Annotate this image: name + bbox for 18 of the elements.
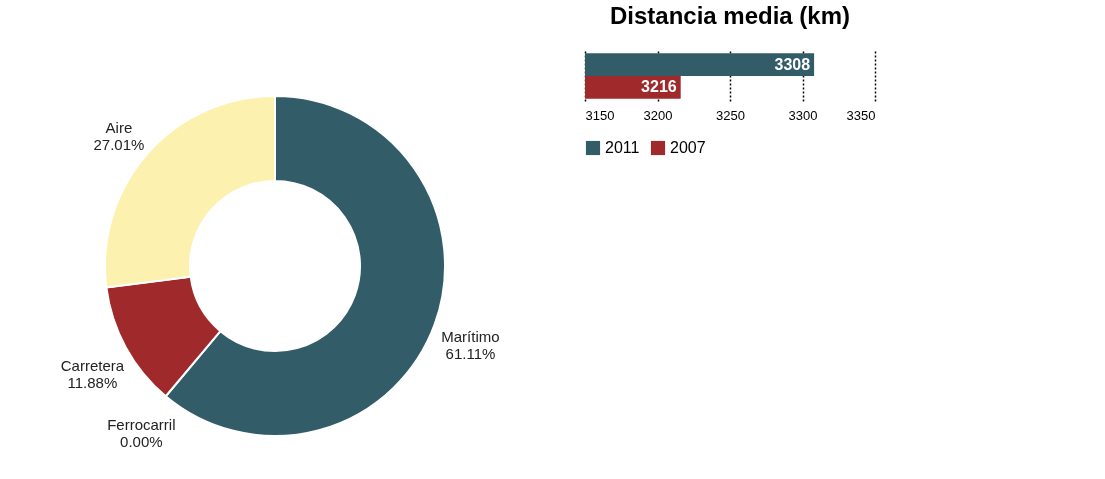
- data-label: 61.11%: [445, 345, 496, 363]
- data-label: 3308: [774, 55, 811, 73]
- data-label: 3216: [641, 78, 677, 96]
- legend-label: 2007: [670, 139, 706, 156]
- chart-title: Distancia media (km): [609, 2, 851, 29]
- data-label: 11.88%: [67, 373, 118, 391]
- x-tick-label: 3300: [788, 107, 818, 123]
- legend-label: 2011: [605, 139, 640, 156]
- category-label: Ferrocarril: [107, 416, 176, 434]
- slice-label: Carretera: [60, 356, 125, 374]
- x-tick-label: 3150: [585, 107, 615, 123]
- slice-label: Marítimo: [441, 328, 500, 346]
- x-tick-label: 3200: [643, 107, 673, 123]
- x-tick-label: 3350: [846, 107, 876, 123]
- x-tick-label: 3250: [716, 107, 745, 123]
- data-label: 27.01%: [93, 136, 145, 154]
- text: 0.00%: [120, 433, 163, 451]
- slice-label: Aire: [105, 119, 133, 137]
